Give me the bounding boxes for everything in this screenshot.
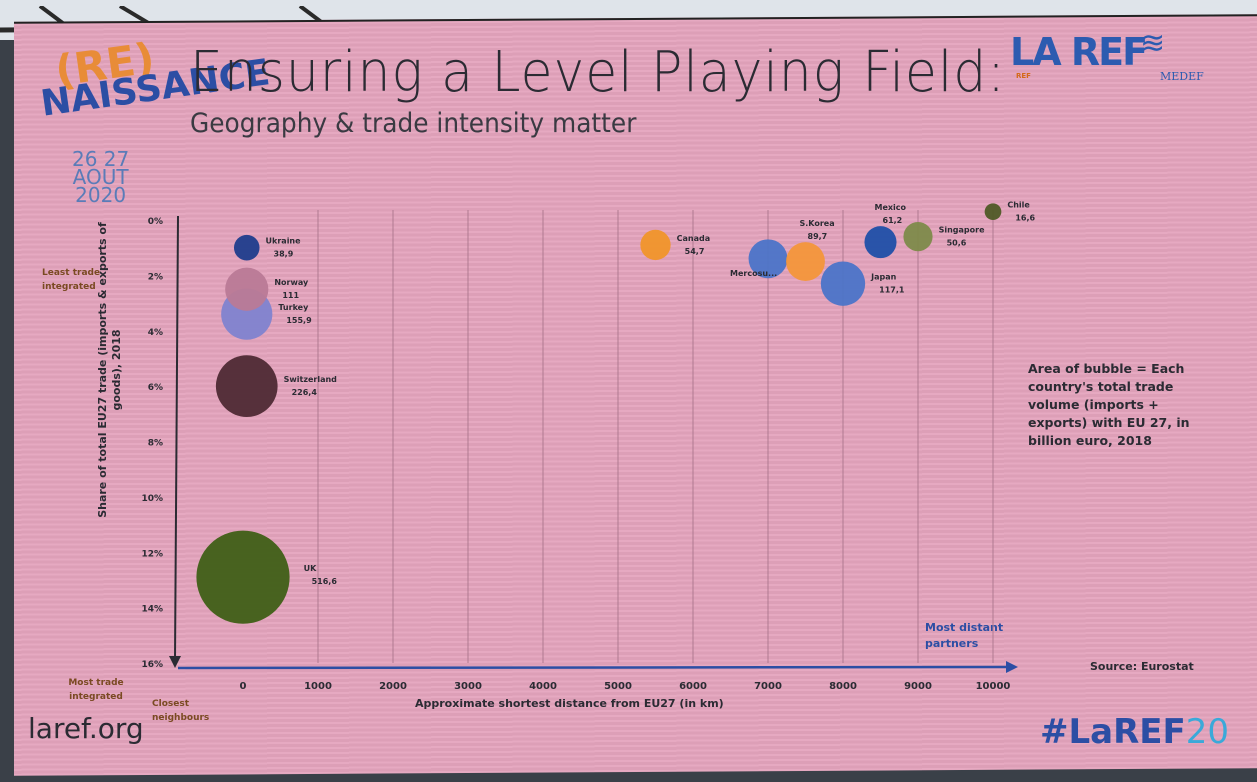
bubble-japan <box>820 261 866 306</box>
bubble-label-name: S.Korea <box>800 219 835 228</box>
bubble-label-value: 516,6 <box>312 577 338 586</box>
bubble-label-name: Norway <box>274 278 309 287</box>
bubble-chile <box>984 203 1002 221</box>
hashtag-number: 20 <box>1185 712 1229 752</box>
source-note: Source: Eurostat <box>1090 660 1194 673</box>
y-tick-label: 0% <box>148 217 163 227</box>
bubble-label-name: Chile <box>1007 201 1030 210</box>
bubble-mercosur <box>748 239 788 279</box>
medef-logo-icon: ≋ <box>1140 26 1166 61</box>
slide-subtitle: Geography & trade intensity matter <box>190 108 637 139</box>
bubble-label-name: Mercosu... <box>730 269 777 278</box>
bubble-label-value: 89,7 <box>808 232 828 241</box>
bubble-label-name: Singapore <box>939 226 985 235</box>
bubble-ukraine <box>233 234 260 261</box>
most-distant-label: Most distant partners <box>925 621 1004 650</box>
bubble-label-value: 61,2 <box>883 216 903 225</box>
bubble-label-name: UK <box>304 564 317 573</box>
x-tick-label: 7000 <box>754 681 782 692</box>
bubble-singapore <box>903 222 933 252</box>
bubble-size-note: Area of bubble = Each country's total tr… <box>1028 361 1190 448</box>
y-axis-arrow <box>169 656 181 668</box>
bubble-canada <box>640 229 671 261</box>
x-tick-label: 8000 <box>829 681 857 692</box>
y-tick-label: 14% <box>141 605 163 615</box>
x-axis-arrow <box>1006 661 1018 673</box>
hashtag-text: #LaREF <box>1040 712 1186 752</box>
website-link[interactable]: laref.org <box>28 712 144 745</box>
y-tick-label: 10% <box>141 494 163 504</box>
x-tick-label: 2000 <box>379 681 407 692</box>
y-tick-label: 12% <box>141 549 163 559</box>
x-tick-label: 3000 <box>454 681 482 692</box>
hashtag: #LaREF20 <box>1040 712 1229 752</box>
slide-title: Ensuring a Level Playing Field: <box>190 40 1006 105</box>
most-integrated-label: Most trade integrated <box>68 678 124 702</box>
laref-logo: LA REF <box>1010 30 1148 74</box>
x-tick-label: 4000 <box>529 681 557 692</box>
x-tick-label: 5000 <box>604 681 632 692</box>
bubble-label-value: 16,6 <box>1015 214 1035 223</box>
medef-logo-text: MEDEF <box>1160 70 1204 83</box>
bubble-label-value: 117,1 <box>879 286 905 295</box>
bubble-uk <box>196 530 290 624</box>
bubble-mexico <box>864 226 897 259</box>
bubble-label-name: Japan <box>870 273 897 282</box>
bubble-label-name: Mexico <box>875 203 907 212</box>
y-tick-label: 2% <box>148 272 163 282</box>
bubble-skorea <box>786 242 825 281</box>
x-tick-label: 10000 <box>976 681 1011 692</box>
bubble-label-value: 50,6 <box>947 239 967 248</box>
y-axis-line <box>174 215 179 661</box>
x-tick-label: 9000 <box>904 681 932 692</box>
bubble-label-name: Switzerland <box>284 375 338 384</box>
bubble-norway <box>225 267 269 311</box>
x-tick-label: 6000 <box>679 681 707 692</box>
x-tick-label: 0 <box>240 681 247 692</box>
closest-neighbours-label: Closest neighbours <box>152 699 210 723</box>
bubble-label-value: 38,9 <box>274 250 294 259</box>
laref-logo-tagline: REF <box>1016 72 1031 80</box>
x-axis-line <box>177 665 1011 670</box>
bubble-label-name: Turkey <box>278 303 309 312</box>
bubble-label-value: 226,4 <box>292 388 318 397</box>
y-tick-label: 16% <box>141 660 163 670</box>
y-tick-label: 8% <box>148 439 163 449</box>
y-tick-label: 4% <box>148 328 163 338</box>
x-axis-label: Approximate shortest distance from EU27 … <box>415 697 724 710</box>
bubble-label-name: Ukraine <box>266 237 302 246</box>
least-integrated-label: Least trade integrated <box>42 268 101 292</box>
x-tick-label: 1000 <box>304 681 332 692</box>
bubble-label-value: 111 <box>282 291 299 300</box>
bubble-label-value: 54,7 <box>685 247 705 256</box>
y-tick-label: 6% <box>148 383 163 393</box>
bubble-switzerland <box>215 355 278 417</box>
bubble-label-value: 155,9 <box>286 316 312 325</box>
logo-dates: 26 27 AOUT 2020 <box>72 147 130 207</box>
bubble-label-name: Canada <box>677 234 711 243</box>
